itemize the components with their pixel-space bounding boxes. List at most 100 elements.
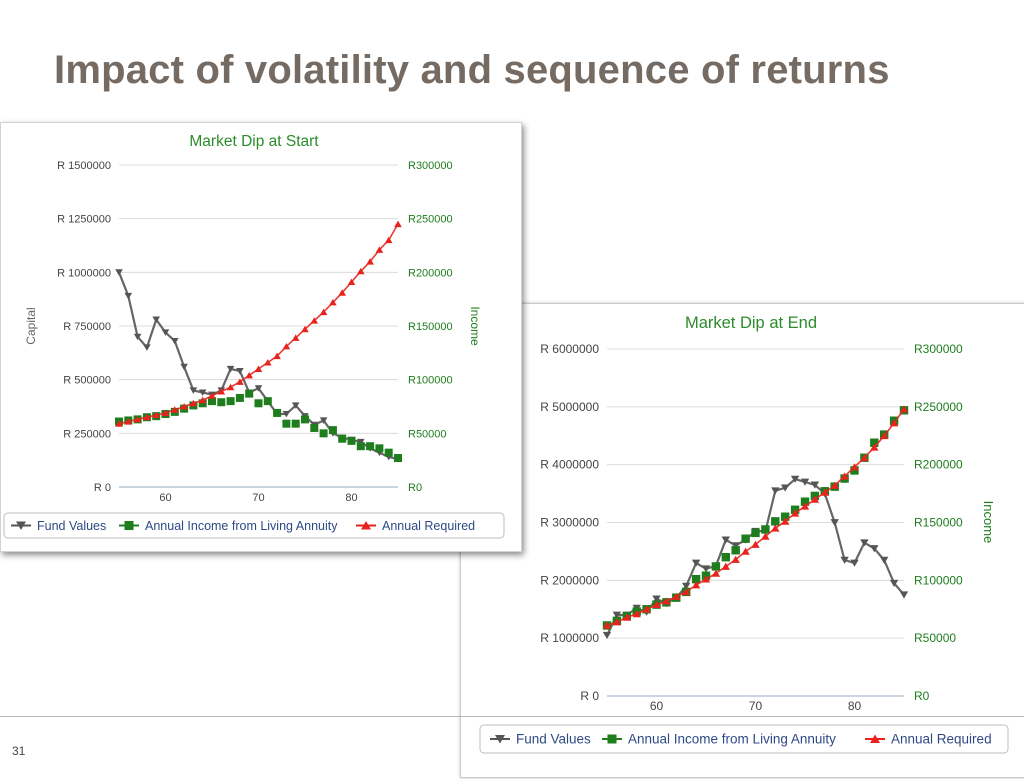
y-tick-label: R 2000000 xyxy=(540,573,599,587)
data-point xyxy=(198,399,207,408)
footer-divider xyxy=(0,716,1024,717)
data-point xyxy=(771,487,780,495)
data-point xyxy=(152,316,160,323)
data-point xyxy=(366,442,375,451)
data-point xyxy=(711,569,721,577)
series-line xyxy=(606,478,905,636)
data-point xyxy=(761,525,770,534)
y2-tick-label: R300000 xyxy=(408,160,453,172)
data-point xyxy=(761,532,770,540)
legend-label: Fund Values xyxy=(37,519,106,533)
data-point xyxy=(781,512,790,521)
data-point xyxy=(254,385,263,392)
x-tick-label: 70 xyxy=(749,699,763,713)
data-point xyxy=(790,509,800,517)
data-point xyxy=(161,329,170,336)
slide-number: 31 xyxy=(12,744,26,758)
data-point xyxy=(781,484,790,492)
data-point xyxy=(602,621,612,629)
x-tick-label: 70 xyxy=(252,492,264,504)
data-point xyxy=(357,438,365,446)
legend-swatch-marker xyxy=(361,521,371,530)
series-line xyxy=(118,223,399,425)
y-tick-label: R 1250000 xyxy=(57,214,111,226)
data-point xyxy=(870,443,879,451)
data-point xyxy=(217,398,226,407)
y-tick-label: R 1500000 xyxy=(57,160,111,172)
chart-panel-dip-at-start: Market Dip at Start R 0 R 250000 R 500000 R … xyxy=(0,122,522,552)
data-point xyxy=(800,497,810,506)
legend-box xyxy=(3,512,505,539)
data-point xyxy=(366,258,374,265)
y2-tick-label: R0 xyxy=(408,482,422,494)
data-point xyxy=(124,418,133,425)
data-point xyxy=(800,502,810,510)
data-point xyxy=(602,631,612,640)
data-point xyxy=(189,399,198,407)
data-point xyxy=(264,359,272,366)
data-point xyxy=(652,595,661,603)
data-point xyxy=(338,289,346,296)
series-points xyxy=(115,220,402,427)
series-points xyxy=(115,389,402,463)
legend-swatch-marker xyxy=(607,734,617,744)
data-point xyxy=(282,342,291,350)
data-point xyxy=(691,574,701,584)
series-points xyxy=(602,405,909,629)
x-tick-label: 80 xyxy=(345,492,357,504)
data-point xyxy=(133,333,142,341)
data-point xyxy=(189,387,198,394)
y2-tick-label: R150000 xyxy=(408,321,453,333)
y-tick-label: R 4000000 xyxy=(540,458,599,472)
data-point xyxy=(301,415,309,424)
data-point xyxy=(226,383,235,391)
data-point xyxy=(375,444,384,453)
legend-swatch-marker xyxy=(495,735,505,744)
data-point xyxy=(291,402,300,409)
y2-axis-label: Income xyxy=(981,501,996,544)
data-point xyxy=(672,592,681,600)
data-point xyxy=(282,419,291,428)
data-point xyxy=(394,454,402,463)
data-point xyxy=(850,559,859,567)
data-point xyxy=(161,409,170,416)
data-point xyxy=(682,588,691,596)
data-point xyxy=(375,246,384,253)
data-point xyxy=(642,605,651,613)
legend-box xyxy=(479,724,1009,754)
data-point xyxy=(115,420,123,427)
data-point xyxy=(143,344,151,351)
y-tick-label: R 250000 xyxy=(63,428,111,440)
data-point xyxy=(235,393,244,402)
series-points xyxy=(602,406,909,630)
data-point xyxy=(180,363,188,371)
data-point xyxy=(880,431,889,440)
y-tick-label: R 6000000 xyxy=(540,342,599,356)
data-point xyxy=(226,397,235,406)
data-point xyxy=(394,220,402,228)
data-point xyxy=(721,536,730,544)
data-point xyxy=(652,600,661,608)
slide-title: Impact of volatility and sequence of ret… xyxy=(54,48,890,92)
y2-tick-label: R50000 xyxy=(408,428,447,440)
y-tick-label: R 0 xyxy=(94,482,111,494)
data-point xyxy=(319,308,328,316)
data-point xyxy=(711,562,721,571)
y-tick-label: R 500000 xyxy=(63,375,111,387)
data-point xyxy=(701,565,711,573)
data-point xyxy=(691,581,701,589)
data-point xyxy=(662,597,671,605)
data-point xyxy=(889,419,899,427)
data-point xyxy=(226,365,235,373)
y2-tick-label: R200000 xyxy=(914,458,963,472)
chart-title: Market Dip at Start xyxy=(189,133,319,150)
data-point xyxy=(682,582,691,590)
x-tick-label: 60 xyxy=(650,699,664,713)
y2-tick-label: R150000 xyxy=(914,516,963,530)
y-axis-label: Capital xyxy=(24,307,38,344)
data-point xyxy=(899,405,909,413)
data-point xyxy=(860,539,869,547)
data-point xyxy=(328,426,337,435)
data-point xyxy=(781,517,790,525)
data-point xyxy=(810,495,820,503)
